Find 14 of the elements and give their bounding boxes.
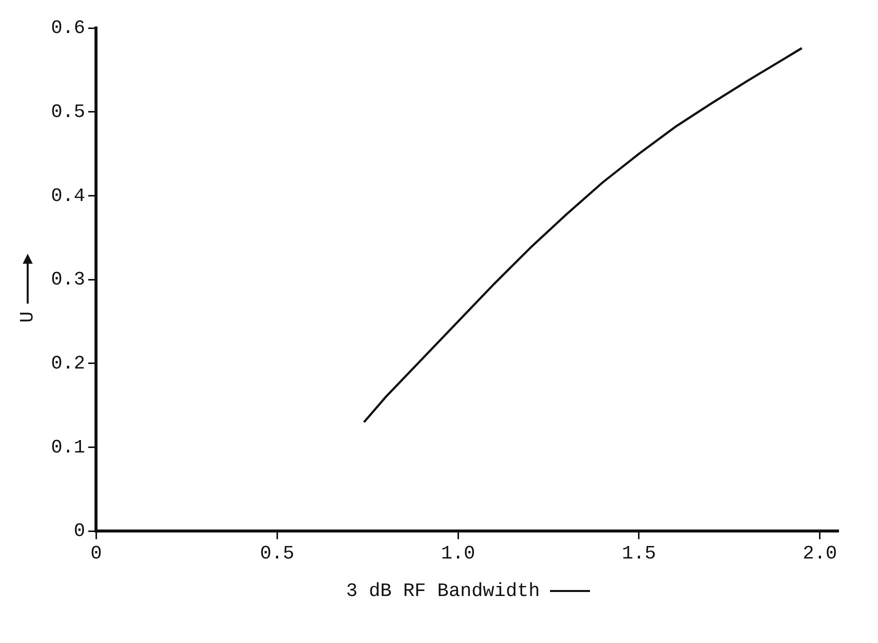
y-tick-label: 0.6 <box>50 17 86 40</box>
y-tick-label: 0.4 <box>50 184 86 207</box>
y-tick-label: 0.2 <box>50 352 86 374</box>
x-tick-label: 1.5 <box>622 542 656 565</box>
x-axis-title: 3 dB RF Bandwidth <box>346 580 540 602</box>
y-tick-label: 0.1 <box>50 436 86 458</box>
y-axis-title: U <box>17 311 39 323</box>
x-tick-label: 0.5 <box>260 542 294 565</box>
x-tick-label: 2.0 <box>802 542 838 565</box>
y-tick-label: 0.5 <box>50 100 86 123</box>
x-tick-label: 1.0 <box>440 542 476 565</box>
x-tick-label: 0 <box>90 542 102 565</box>
y-tick-label: 0.3 <box>50 268 86 291</box>
y-tick-label: 0 <box>74 520 86 542</box>
